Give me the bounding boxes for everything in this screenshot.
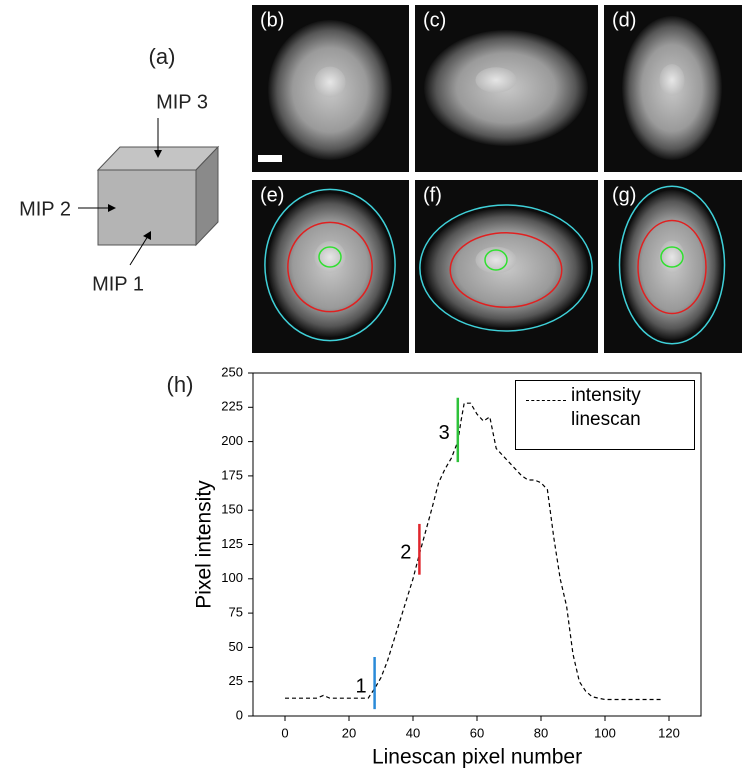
panel-label: (g)	[612, 184, 636, 206]
y-tick-label: 75	[229, 605, 243, 620]
outer-contour	[618, 185, 726, 345]
x-tick-label: 20	[342, 725, 356, 740]
x-tick-label: 40	[406, 725, 420, 740]
arrow-head	[143, 231, 151, 240]
panel-label: (e)	[260, 184, 284, 206]
arrow-head	[108, 204, 116, 212]
nucleolus-contour	[318, 246, 342, 268]
panel-label: (d)	[612, 9, 636, 31]
y-tick-label: 200	[221, 433, 243, 448]
nucleolus	[475, 246, 517, 274]
legend-swatch	[526, 400, 566, 401]
nucleolus	[659, 240, 685, 274]
x-tick-label: 80	[534, 725, 548, 740]
x-axis-title: Linescan pixel number	[372, 746, 582, 769]
nucleolus-contour	[484, 249, 508, 271]
view-label: MIP 1	[92, 273, 144, 295]
x-tick-label: 60	[470, 725, 484, 740]
y-tick-label: 0	[236, 707, 243, 722]
x-tick-label: 0	[281, 725, 288, 740]
panel-label: (a)	[149, 44, 176, 69]
x-tick-label: 120	[658, 725, 680, 740]
arrow	[129, 235, 149, 266]
panel-label: (f)	[423, 184, 442, 206]
nucleolus	[314, 66, 346, 98]
y-tick-label: 175	[221, 467, 243, 482]
data-line	[285, 402, 663, 701]
y-tick-label: 250	[221, 364, 243, 379]
x-tick-label: 100	[594, 725, 616, 740]
panel-label: (c)	[423, 9, 446, 31]
scale-bar	[258, 155, 282, 162]
inner-contour	[287, 221, 373, 313]
y-tick-label: 150	[221, 502, 243, 517]
view-label: MIP 3	[156, 91, 208, 113]
nucleolus	[475, 67, 517, 93]
outer-contour	[419, 204, 593, 332]
panel-label: (b)	[260, 9, 284, 31]
marker-label: 3	[439, 422, 450, 444]
nucleolus-contour	[660, 246, 684, 268]
marker-label: 2	[400, 542, 411, 564]
outer-contour	[264, 188, 396, 342]
y-tick-label: 25	[229, 673, 243, 688]
panel-label: (h)	[167, 372, 194, 397]
y-axis-title: Pixel intensity	[193, 480, 216, 609]
y-tick-label: 50	[229, 639, 243, 654]
nucleolus	[659, 64, 685, 96]
y-tick-label: 225	[221, 399, 243, 414]
inner-contour	[449, 232, 563, 308]
legend: intensity linescan	[515, 380, 695, 450]
marker-label: 1	[355, 675, 366, 697]
legend-label: intensity linescan	[571, 385, 641, 430]
arrow-head	[154, 150, 162, 158]
view-label: MIP 2	[19, 198, 71, 220]
y-tick-label: 100	[221, 570, 243, 585]
y-tick-label: 125	[221, 536, 243, 551]
inner-contour	[637, 219, 707, 315]
